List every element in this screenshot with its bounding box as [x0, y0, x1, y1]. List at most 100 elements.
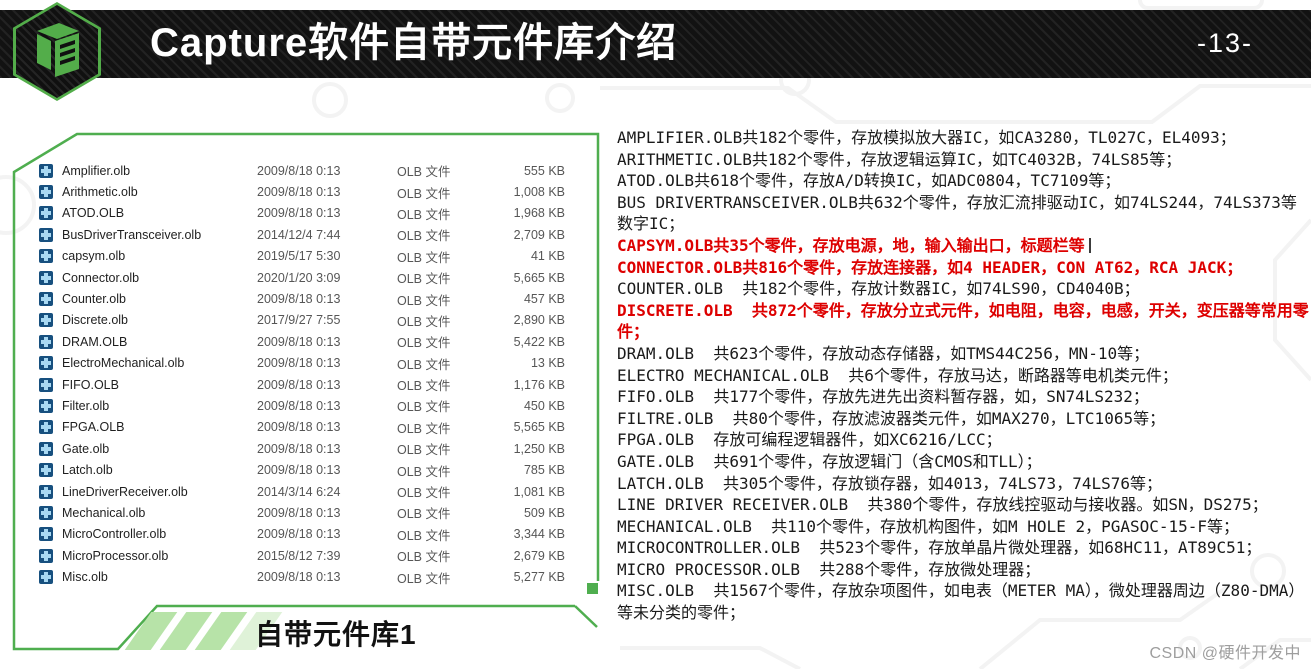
file-type: OLB 文件 [397, 207, 451, 222]
file-size: 457 KB [523, 292, 565, 307]
file-name: Gate.olb [62, 441, 110, 456]
library-description-text: MECHANICAL.OLB 共110个零件，存放机构图件，如M HOLE 2，… [617, 516, 1240, 536]
text-cursor-icon [1088, 237, 1091, 253]
file-row[interactable]: Counter.olb 2009/8/18 0:13 OLB 文件 457 KB [14, 288, 600, 309]
olb-file-icon [39, 334, 53, 349]
file-name: Arithmetic.olb [62, 185, 138, 200]
library-description: ELECTRO MECHANICAL.OLB 共6个零件，存放马达，断路器等电机… [617, 365, 1311, 387]
olb-file-icon [39, 249, 53, 264]
file-date: 2020/1/20 3:09 [257, 270, 341, 285]
file-row[interactable]: Discrete.olb 2017/9/27 7:55 OLB 文件 2,890… [14, 310, 600, 331]
library-description: GATE.OLB 共691个零件，存放逻辑门（含CMOS和TLL）； [617, 451, 1311, 473]
file-type: OLB 文件 [397, 550, 451, 565]
file-row[interactable]: capsym.olb 2019/5/17 5:30 OLB 文件 41 KB [14, 246, 600, 267]
header-bar: Capture软件自带元件库介绍 -13- [0, 10, 1311, 78]
file-type: OLB 文件 [397, 400, 451, 415]
file-size: 1,081 KB [513, 484, 565, 499]
file-type: OLB 文件 [397, 250, 451, 265]
library-description-text: CAPSYM.OLB共35个零件，存放电源，地，输入输出口，标题栏等 [617, 235, 1085, 255]
file-type: OLB 文件 [397, 229, 451, 244]
file-row[interactable]: ATOD.OLB 2009/8/18 0:13 OLB 文件 1,968 KB [14, 203, 600, 224]
olb-file-icon [39, 163, 53, 178]
file-size: 13 KB [530, 356, 565, 371]
library-description: MICRO PROCESSOR.OLB 共288个零件，存放微处理器； [617, 559, 1311, 581]
file-type: OLB 文件 [397, 272, 451, 287]
file-row[interactable]: Connector.olb 2020/1/20 3:09 OLB 文件 5,66… [14, 267, 600, 288]
file-size: 3,344 KB [513, 527, 565, 542]
file-type: OLB 文件 [397, 314, 451, 329]
file-name: Misc.olb [62, 570, 108, 585]
file-size: 2,890 KB [513, 313, 565, 328]
library-description-text: MICROCONTROLLER.OLB 共523个零件，存放单晶片微处理器，如6… [617, 538, 1262, 558]
file-row[interactable]: Arithmetic.olb 2009/8/18 0:13 OLB 文件 1,0… [14, 181, 600, 202]
olb-file-icon [39, 527, 53, 542]
file-size: 1,968 KB [513, 206, 565, 221]
file-row[interactable]: DRAM.OLB 2009/8/18 0:13 OLB 文件 5,422 KB [14, 331, 600, 352]
library-description-text: MICRO PROCESSOR.OLB 共288个零件，存放微处理器； [617, 559, 1041, 579]
file-name: DRAM.OLB [62, 334, 128, 349]
file-type: OLB 文件 [397, 165, 451, 180]
library-description: DRAM.OLB 共623个零件，存放动态存储器，如TMS44C256，MN-1… [617, 343, 1311, 365]
panel-caption: 自带元件库1 [255, 619, 417, 650]
file-date: 2009/8/18 0:13 [257, 398, 341, 413]
file-row[interactable]: LineDriverReceiver.olb 2014/3/14 6:24 OL… [14, 481, 600, 502]
file-type: OLB 文件 [397, 443, 451, 458]
file-size: 5,422 KB [513, 334, 565, 349]
library-description-text: AMPLIFIER.OLB共182个零件，存放模拟放大器IC，如CA3280，T… [617, 128, 1236, 147]
file-size: 509 KB [523, 505, 565, 520]
library-description: FPGA.OLB 存放可编程逻辑器件，如XC6216/LCC； [617, 429, 1311, 451]
olb-file-icon [39, 398, 53, 413]
file-type: OLB 文件 [397, 486, 451, 501]
file-row[interactable]: MicroProcessor.olb 2015/8/12 7:39 OLB 文件… [14, 545, 600, 566]
file-row[interactable]: Latch.olb 2009/8/18 0:13 OLB 文件 785 KB [14, 459, 600, 480]
file-name: Mechanical.olb [62, 505, 146, 520]
file-name: capsym.olb [62, 249, 126, 264]
file-type: OLB 文件 [397, 571, 451, 586]
file-size: 5,565 KB [513, 420, 565, 435]
file-name: Filter.olb [62, 398, 110, 413]
file-row[interactable]: Filter.olb 2009/8/18 0:13 OLB 文件 450 KB [14, 395, 600, 416]
caption-stripes-decoration [124, 612, 283, 650]
library-description: BUS DRIVERTRANSCEIVER.OLB共632个零件，存放汇流排驱动… [617, 192, 1311, 235]
file-row[interactable]: FIFO.OLB 2009/8/18 0:13 OLB 文件 1,176 KB [14, 374, 600, 395]
olb-file-icon [39, 227, 53, 242]
file-type: OLB 文件 [397, 293, 451, 308]
file-size: 1,008 KB [513, 185, 565, 200]
file-row[interactable]: Gate.olb 2009/8/18 0:13 OLB 文件 1,250 KB [14, 438, 600, 459]
file-row[interactable]: Mechanical.olb 2009/8/18 0:13 OLB 文件 509… [14, 502, 600, 523]
library-descriptions: AMPLIFIER.OLB共182个零件，存放模拟放大器IC，如CA3280，T… [617, 127, 1311, 624]
file-row[interactable]: Misc.olb 2009/8/18 0:13 OLB 文件 5,277 KB [14, 566, 600, 587]
file-name: ATOD.OLB [62, 206, 125, 221]
file-name: FIFO.OLB [62, 377, 119, 392]
library-description: LINE DRIVER RECEIVER.OLB 共380个零件，存放线控驱动与… [617, 494, 1311, 516]
file-date: 2009/8/18 0:13 [257, 505, 341, 520]
file-date: 2014/12/4 7:44 [257, 227, 341, 242]
watermark: CSDN @硬件开发中 [1149, 645, 1301, 662]
library-description: COUNTER.OLB 共182个零件，存放计数器IC，如74LS90，CD40… [617, 278, 1311, 300]
file-type: OLB 文件 [397, 464, 451, 479]
file-date: 2009/8/18 0:13 [257, 527, 341, 542]
file-row[interactable]: Amplifier.olb 2009/8/18 0:13 OLB 文件 555 … [14, 160, 600, 181]
library-description: ARITHMETIC.OLB共182个零件，存放逻辑运算IC，如TC4032B，… [617, 149, 1311, 171]
file-name: Discrete.olb [62, 313, 128, 328]
library-description-text: LINE DRIVER RECEIVER.OLB 共380个零件，存放线控驱动与… [617, 495, 1268, 515]
olb-file-icon [39, 206, 53, 221]
file-row[interactable]: FPGA.OLB 2009/8/18 0:13 OLB 文件 5,565 KB [14, 417, 600, 438]
page-title: Capture软件自带元件库介绍 [150, 21, 678, 65]
file-list: Amplifier.olb 2009/8/18 0:13 OLB 文件 555 … [14, 160, 600, 588]
file-size: 1,176 KB [513, 377, 565, 392]
cube-f-icon [37, 23, 79, 77]
library-description-text: DRAM.OLB 共623个零件，存放动态存储器，如TMS44C256，MN-1… [617, 343, 1150, 363]
file-size: 450 KB [523, 398, 565, 413]
file-row[interactable]: MicroController.olb 2009/8/18 0:13 OLB 文… [14, 524, 600, 545]
file-type: OLB 文件 [397, 421, 451, 436]
library-description-text: CONNECTOR.OLB共816个零件，存放连接器，如4 HEADER，CON… [617, 257, 1243, 277]
file-size: 785 KB [523, 463, 565, 478]
file-row[interactable]: BusDriverTransceiver.olb 2014/12/4 7:44 … [14, 224, 600, 245]
olb-file-icon [39, 548, 53, 563]
file-name: FPGA.OLB [62, 420, 125, 435]
file-date: 2015/8/12 7:39 [257, 548, 341, 563]
olb-file-icon [39, 484, 53, 499]
file-row[interactable]: ElectroMechanical.olb 2009/8/18 0:13 OLB… [14, 353, 600, 374]
